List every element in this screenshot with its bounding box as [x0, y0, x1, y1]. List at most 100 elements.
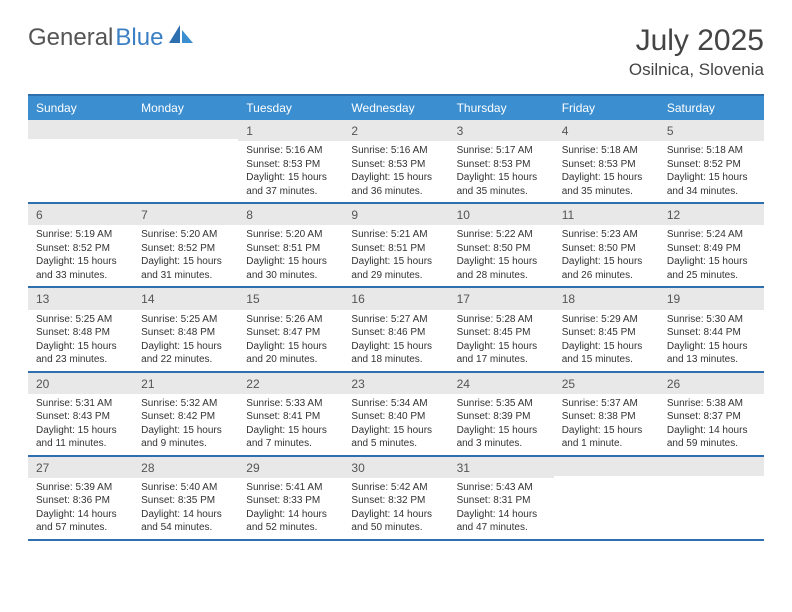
- sail-icon: [169, 24, 195, 52]
- day-header: Saturday: [659, 96, 764, 120]
- daylight-text: Daylight: 15 hours and 34 minutes.: [667, 171, 756, 198]
- day-number: 19: [659, 288, 764, 309]
- day-body: Sunrise: 5:24 AMSunset: 8:49 PMDaylight:…: [659, 225, 764, 286]
- daylight-text: Daylight: 15 hours and 29 minutes.: [351, 255, 440, 282]
- sunrise-text: Sunrise: 5:39 AM: [36, 481, 125, 495]
- day-cell: 11Sunrise: 5:23 AMSunset: 8:50 PMDayligh…: [554, 204, 659, 286]
- sunset-text: Sunset: 8:52 PM: [36, 242, 125, 256]
- day-body: Sunrise: 5:25 AMSunset: 8:48 PMDaylight:…: [133, 310, 238, 371]
- daylight-text: Daylight: 15 hours and 30 minutes.: [246, 255, 335, 282]
- day-number: 14: [133, 288, 238, 309]
- day-number: 12: [659, 204, 764, 225]
- sunset-text: Sunset: 8:49 PM: [667, 242, 756, 256]
- day-number: 5: [659, 120, 764, 141]
- sunset-text: Sunset: 8:42 PM: [141, 410, 230, 424]
- day-cell: 8Sunrise: 5:20 AMSunset: 8:51 PMDaylight…: [238, 204, 343, 286]
- day-cell: 17Sunrise: 5:28 AMSunset: 8:45 PMDayligh…: [449, 288, 554, 370]
- daylight-text: Daylight: 14 hours and 47 minutes.: [457, 508, 546, 535]
- day-number: 8: [238, 204, 343, 225]
- day-number: 13: [28, 288, 133, 309]
- sunset-text: Sunset: 8:48 PM: [36, 326, 125, 340]
- sunrise-text: Sunrise: 5:16 AM: [246, 144, 335, 158]
- day-cell: 24Sunrise: 5:35 AMSunset: 8:39 PMDayligh…: [449, 373, 554, 455]
- sunrise-text: Sunrise: 5:24 AM: [667, 228, 756, 242]
- sunrise-text: Sunrise: 5:28 AM: [457, 313, 546, 327]
- day-cell: 18Sunrise: 5:29 AMSunset: 8:45 PMDayligh…: [554, 288, 659, 370]
- sunrise-text: Sunrise: 5:42 AM: [351, 481, 440, 495]
- sunrise-text: Sunrise: 5:18 AM: [667, 144, 756, 158]
- sunrise-text: Sunrise: 5:31 AM: [36, 397, 125, 411]
- sunset-text: Sunset: 8:53 PM: [246, 158, 335, 172]
- week-row: 1Sunrise: 5:16 AMSunset: 8:53 PMDaylight…: [28, 120, 764, 204]
- sunrise-text: Sunrise: 5:18 AM: [562, 144, 651, 158]
- day-cell: 4Sunrise: 5:18 AMSunset: 8:53 PMDaylight…: [554, 120, 659, 202]
- day-cell: 16Sunrise: 5:27 AMSunset: 8:46 PMDayligh…: [343, 288, 448, 370]
- sunset-text: Sunset: 8:40 PM: [351, 410, 440, 424]
- sunset-text: Sunset: 8:44 PM: [667, 326, 756, 340]
- daylight-text: Daylight: 15 hours and 15 minutes.: [562, 340, 651, 367]
- sunrise-text: Sunrise: 5:32 AM: [141, 397, 230, 411]
- day-number: 7: [133, 204, 238, 225]
- day-number: 22: [238, 373, 343, 394]
- daylight-text: Daylight: 15 hours and 1 minute.: [562, 424, 651, 451]
- day-header: Tuesday: [238, 96, 343, 120]
- daylight-text: Daylight: 15 hours and 26 minutes.: [562, 255, 651, 282]
- day-number: 1: [238, 120, 343, 141]
- day-body: Sunrise: 5:33 AMSunset: 8:41 PMDaylight:…: [238, 394, 343, 455]
- day-number: 29: [238, 457, 343, 478]
- sunrise-text: Sunrise: 5:25 AM: [141, 313, 230, 327]
- day-number: [554, 457, 659, 476]
- weeks-container: 1Sunrise: 5:16 AMSunset: 8:53 PMDaylight…: [28, 120, 764, 541]
- day-cell: 6Sunrise: 5:19 AMSunset: 8:52 PMDaylight…: [28, 204, 133, 286]
- day-cell: 3Sunrise: 5:17 AMSunset: 8:53 PMDaylight…: [449, 120, 554, 202]
- day-number: 23: [343, 373, 448, 394]
- day-number: 18: [554, 288, 659, 309]
- day-body: Sunrise: 5:27 AMSunset: 8:46 PMDaylight:…: [343, 310, 448, 371]
- logo-text-blue: Blue: [115, 24, 163, 52]
- day-body: Sunrise: 5:40 AMSunset: 8:35 PMDaylight:…: [133, 478, 238, 539]
- title-block: July 2025 Osilnica, Slovenia: [629, 24, 764, 80]
- sunset-text: Sunset: 8:53 PM: [457, 158, 546, 172]
- daylight-text: Daylight: 15 hours and 36 minutes.: [351, 171, 440, 198]
- daylight-text: Daylight: 15 hours and 35 minutes.: [562, 171, 651, 198]
- sunrise-text: Sunrise: 5:35 AM: [457, 397, 546, 411]
- daylight-text: Daylight: 14 hours and 54 minutes.: [141, 508, 230, 535]
- day-cell: 19Sunrise: 5:30 AMSunset: 8:44 PMDayligh…: [659, 288, 764, 370]
- sunrise-text: Sunrise: 5:37 AM: [562, 397, 651, 411]
- day-body: Sunrise: 5:20 AMSunset: 8:52 PMDaylight:…: [133, 225, 238, 286]
- day-header: Friday: [554, 96, 659, 120]
- day-number: [133, 120, 238, 139]
- sunset-text: Sunset: 8:53 PM: [351, 158, 440, 172]
- day-number: 25: [554, 373, 659, 394]
- daylight-text: Daylight: 15 hours and 11 minutes.: [36, 424, 125, 451]
- day-cell: 15Sunrise: 5:26 AMSunset: 8:47 PMDayligh…: [238, 288, 343, 370]
- sunrise-text: Sunrise: 5:40 AM: [141, 481, 230, 495]
- sunrise-text: Sunrise: 5:17 AM: [457, 144, 546, 158]
- sunset-text: Sunset: 8:53 PM: [562, 158, 651, 172]
- day-cell: 29Sunrise: 5:41 AMSunset: 8:33 PMDayligh…: [238, 457, 343, 539]
- week-row: 20Sunrise: 5:31 AMSunset: 8:43 PMDayligh…: [28, 373, 764, 457]
- sunset-text: Sunset: 8:31 PM: [457, 494, 546, 508]
- daylight-text: Daylight: 15 hours and 28 minutes.: [457, 255, 546, 282]
- sunset-text: Sunset: 8:52 PM: [667, 158, 756, 172]
- sunset-text: Sunset: 8:48 PM: [141, 326, 230, 340]
- day-body: Sunrise: 5:23 AMSunset: 8:50 PMDaylight:…: [554, 225, 659, 286]
- day-cell: 12Sunrise: 5:24 AMSunset: 8:49 PMDayligh…: [659, 204, 764, 286]
- day-body: Sunrise: 5:31 AMSunset: 8:43 PMDaylight:…: [28, 394, 133, 455]
- sunset-text: Sunset: 8:43 PM: [36, 410, 125, 424]
- location: Osilnica, Slovenia: [629, 60, 764, 80]
- daylight-text: Daylight: 15 hours and 9 minutes.: [141, 424, 230, 451]
- day-body: Sunrise: 5:29 AMSunset: 8:45 PMDaylight:…: [554, 310, 659, 371]
- day-cell: 28Sunrise: 5:40 AMSunset: 8:35 PMDayligh…: [133, 457, 238, 539]
- day-number: 20: [28, 373, 133, 394]
- day-header: Monday: [133, 96, 238, 120]
- sunrise-text: Sunrise: 5:20 AM: [141, 228, 230, 242]
- daylight-text: Daylight: 15 hours and 33 minutes.: [36, 255, 125, 282]
- day-cell: 2Sunrise: 5:16 AMSunset: 8:53 PMDaylight…: [343, 120, 448, 202]
- day-number: 10: [449, 204, 554, 225]
- day-number: 21: [133, 373, 238, 394]
- sunset-text: Sunset: 8:32 PM: [351, 494, 440, 508]
- sunrise-text: Sunrise: 5:38 AM: [667, 397, 756, 411]
- sunset-text: Sunset: 8:47 PM: [246, 326, 335, 340]
- day-body: Sunrise: 5:22 AMSunset: 8:50 PMDaylight:…: [449, 225, 554, 286]
